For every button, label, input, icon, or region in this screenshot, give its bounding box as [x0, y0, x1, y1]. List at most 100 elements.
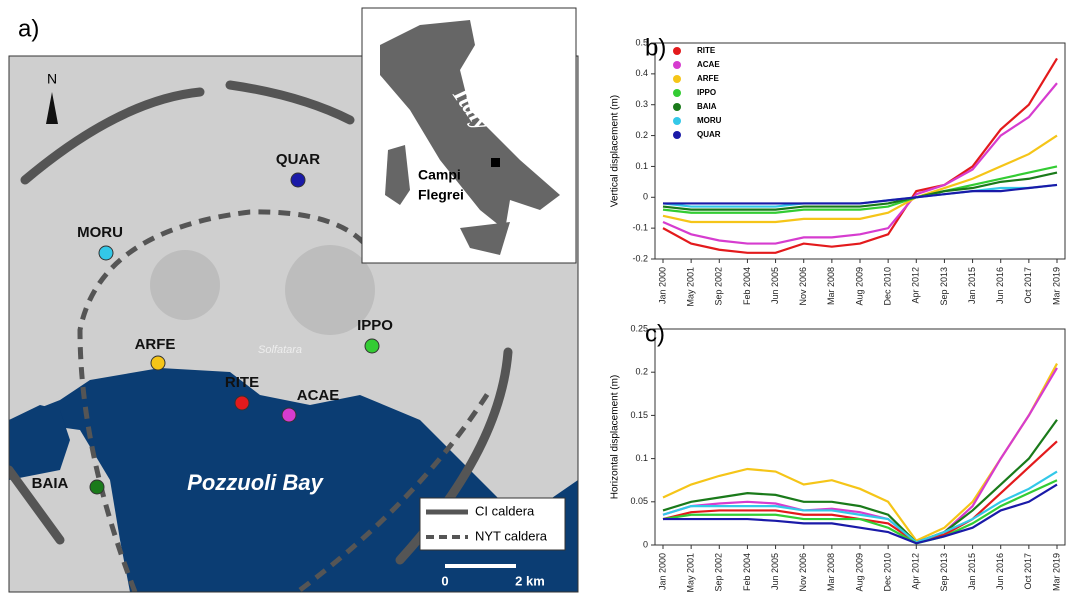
x-tick-label: Jan 2000 — [657, 267, 667, 304]
ci-caldera — [20, 87, 205, 185]
site-marker — [491, 158, 500, 167]
sea — [9, 405, 70, 480]
y-tick-label: 0.1 — [635, 161, 648, 171]
x-tick-label: Mar 2019 — [1051, 267, 1061, 305]
nyt-caldera — [298, 388, 493, 592]
x-tick-label: Sep 2013 — [939, 553, 949, 592]
x-tick-label: Jun 2016 — [995, 267, 1005, 304]
north-label: N — [47, 71, 57, 87]
station-label: IPPO — [357, 317, 393, 334]
ci-caldera — [9, 465, 65, 545]
x-tick-label: Aug 2009 — [854, 267, 864, 306]
x-tick-label: Jun 2016 — [995, 553, 1005, 590]
x-tick-label: Oct 2017 — [1023, 267, 1033, 304]
y-tick-label: 0.15 — [630, 410, 648, 420]
y-tick-label: 0.1 — [635, 453, 648, 463]
station-marker — [98, 245, 114, 261]
station-marker — [281, 407, 297, 423]
x-tick-label: Oct 2017 — [1023, 553, 1033, 590]
x-tick-label: Sep 2013 — [939, 267, 949, 306]
x-tick-label: May 2001 — [686, 267, 696, 307]
y-tick-label: 0.2 — [635, 130, 648, 140]
sea-label: Pozzuoli Bay — [187, 470, 324, 495]
legend-marker — [673, 75, 681, 83]
y-tick-label: 0.5 — [635, 37, 648, 47]
inset-place: Flegrei — [418, 187, 464, 203]
y-tick-label: 0.05 — [630, 496, 648, 506]
legend-label: BAIA — [697, 102, 717, 111]
x-tick-label: Sep 2002 — [714, 267, 724, 306]
sardinia — [385, 145, 410, 205]
series-line — [662, 419, 1058, 544]
crater — [285, 245, 375, 335]
series-line — [662, 82, 1058, 245]
legend-label: NYT caldera — [475, 528, 548, 543]
map-legend — [419, 497, 566, 551]
series-line — [662, 57, 1058, 254]
x-tick-label: May 2001 — [686, 553, 696, 593]
x-tick-label: Jun 2005 — [770, 553, 780, 590]
x-tick-label: Aug 2009 — [854, 553, 864, 592]
y-axis-label: Vertical displacement (m) — [610, 95, 621, 207]
legend-label: IPPO — [697, 88, 716, 97]
y-tick-label: 0.2 — [635, 367, 648, 377]
scale-label: 2 km — [515, 573, 545, 588]
legend-label: RITE — [697, 46, 716, 55]
nyt-caldera — [77, 209, 372, 592]
panel-label: a) — [18, 15, 39, 42]
station-marker — [290, 172, 306, 188]
y-tick-label: 0 — [643, 192, 648, 202]
scale-label: 0 — [441, 573, 448, 588]
x-tick-label: Jun 2005 — [770, 267, 780, 304]
series-line — [662, 134, 1058, 224]
y-tick-label: 0.4 — [635, 68, 648, 78]
x-tick-label: Mar 2019 — [1051, 553, 1061, 591]
series-line — [662, 479, 1058, 545]
legend-label: QUAR — [697, 130, 721, 139]
sicily — [460, 222, 510, 255]
station-marker — [150, 355, 166, 371]
station-label: RITE — [225, 374, 259, 391]
x-tick-label: Mar 2008 — [826, 553, 836, 591]
series-line — [662, 367, 1058, 544]
panel-label: b) — [645, 34, 666, 61]
y-axis-label: Horizontal displacement (m) — [610, 375, 621, 500]
y-tick-label: 0.25 — [630, 323, 648, 333]
crater — [150, 250, 220, 320]
y-tick-label: -0.1 — [632, 223, 648, 233]
map-frame — [8, 55, 579, 593]
north-arrow — [46, 92, 58, 124]
x-tick-label: Jan 2000 — [657, 553, 667, 590]
x-tick-label: Sep 2002 — [714, 553, 724, 592]
station-label: ACAE — [297, 387, 340, 404]
station-marker — [364, 338, 380, 354]
x-tick-label: Apr 2012 — [911, 267, 921, 304]
italy-shape — [380, 20, 560, 230]
x-tick-label: Mar 2008 — [826, 267, 836, 305]
x-tick-label: Jan 2015 — [967, 553, 977, 590]
x-tick-label: Nov 2006 — [798, 553, 808, 592]
x-tick-label: Feb 2004 — [742, 553, 752, 591]
ci-caldera — [225, 80, 355, 125]
station-marker — [89, 479, 105, 495]
series-line — [662, 171, 1058, 211]
legend-label: CI caldera — [475, 503, 535, 518]
x-tick-label: Apr 2012 — [911, 553, 921, 590]
y-tick-label: -0.2 — [632, 253, 648, 263]
x-tick-label: Dec 2010 — [883, 267, 893, 306]
x-tick-label: Feb 2004 — [742, 267, 752, 305]
inset-place: Campi — [418, 167, 461, 183]
legend-marker — [673, 61, 681, 69]
station-label: MORU — [77, 224, 123, 241]
legend-label: MORU — [697, 116, 722, 125]
legend-label: ACAE — [697, 60, 720, 69]
series-line — [662, 165, 1058, 214]
legend-marker — [673, 47, 681, 55]
legend-marker — [673, 103, 681, 111]
series-line — [663, 183, 1058, 205]
series-line — [662, 470, 1058, 544]
y-tick-label: 0.3 — [635, 99, 648, 109]
x-tick-label: Jan 2015 — [967, 267, 977, 304]
